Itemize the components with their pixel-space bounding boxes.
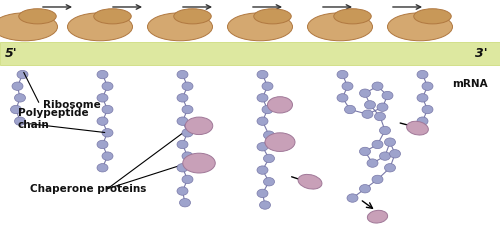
Ellipse shape	[264, 131, 274, 139]
Ellipse shape	[257, 189, 268, 198]
Ellipse shape	[298, 175, 322, 189]
Ellipse shape	[17, 70, 28, 79]
Ellipse shape	[337, 94, 348, 102]
Ellipse shape	[382, 91, 393, 100]
Ellipse shape	[380, 152, 390, 160]
Text: Ribosome: Ribosome	[42, 100, 100, 110]
Ellipse shape	[182, 82, 193, 90]
Ellipse shape	[228, 13, 292, 41]
Ellipse shape	[94, 9, 131, 24]
Ellipse shape	[388, 13, 452, 41]
Text: 3': 3'	[475, 47, 488, 60]
Ellipse shape	[257, 166, 268, 174]
Ellipse shape	[257, 117, 268, 125]
Ellipse shape	[97, 140, 108, 149]
Ellipse shape	[406, 121, 428, 135]
Text: Chaperone proteins: Chaperone proteins	[30, 184, 146, 194]
Ellipse shape	[264, 154, 274, 163]
Ellipse shape	[368, 210, 388, 223]
Ellipse shape	[257, 94, 268, 102]
Ellipse shape	[257, 143, 268, 151]
Ellipse shape	[14, 117, 26, 125]
Ellipse shape	[422, 82, 433, 90]
Ellipse shape	[377, 103, 388, 111]
Ellipse shape	[97, 164, 108, 172]
Ellipse shape	[14, 94, 26, 102]
Text: mRNA: mRNA	[452, 79, 488, 89]
Ellipse shape	[102, 82, 113, 90]
Ellipse shape	[174, 9, 211, 24]
Ellipse shape	[262, 105, 273, 114]
Ellipse shape	[148, 13, 212, 41]
Ellipse shape	[12, 82, 23, 90]
Ellipse shape	[177, 70, 188, 79]
Ellipse shape	[182, 129, 193, 137]
Ellipse shape	[182, 153, 215, 173]
Ellipse shape	[384, 164, 396, 172]
Ellipse shape	[360, 185, 370, 193]
Ellipse shape	[417, 70, 428, 79]
Ellipse shape	[102, 129, 113, 137]
Ellipse shape	[337, 70, 348, 79]
Ellipse shape	[260, 201, 270, 209]
Ellipse shape	[262, 82, 273, 90]
Text: Polypeptide
chain: Polypeptide chain	[18, 108, 88, 130]
Ellipse shape	[265, 133, 295, 151]
Ellipse shape	[177, 164, 188, 172]
Ellipse shape	[344, 105, 356, 114]
Ellipse shape	[10, 105, 22, 114]
Ellipse shape	[182, 105, 193, 114]
Ellipse shape	[362, 110, 373, 118]
Ellipse shape	[177, 187, 188, 195]
Ellipse shape	[347, 194, 358, 202]
Ellipse shape	[180, 199, 190, 207]
Ellipse shape	[102, 105, 113, 114]
Ellipse shape	[182, 152, 193, 160]
Ellipse shape	[19, 9, 57, 24]
Ellipse shape	[372, 140, 383, 149]
Ellipse shape	[254, 9, 291, 24]
Ellipse shape	[380, 126, 390, 135]
Ellipse shape	[0, 13, 58, 41]
Ellipse shape	[177, 117, 188, 125]
Ellipse shape	[68, 13, 132, 41]
Ellipse shape	[422, 105, 433, 114]
Ellipse shape	[185, 117, 213, 135]
Ellipse shape	[97, 70, 108, 79]
Ellipse shape	[417, 94, 428, 102]
Ellipse shape	[372, 82, 383, 90]
Ellipse shape	[384, 138, 396, 146]
Ellipse shape	[414, 9, 451, 24]
Ellipse shape	[177, 140, 188, 149]
Ellipse shape	[268, 97, 292, 113]
Ellipse shape	[360, 147, 370, 156]
Ellipse shape	[334, 9, 372, 24]
Ellipse shape	[102, 152, 113, 160]
Ellipse shape	[374, 112, 386, 121]
Ellipse shape	[364, 101, 376, 109]
Ellipse shape	[308, 13, 372, 41]
Ellipse shape	[367, 159, 378, 167]
Ellipse shape	[97, 117, 108, 125]
Ellipse shape	[372, 175, 383, 184]
Ellipse shape	[177, 94, 188, 102]
Ellipse shape	[417, 117, 428, 125]
Ellipse shape	[257, 70, 268, 79]
Bar	[0, 42, 500, 65]
Ellipse shape	[182, 175, 193, 184]
Ellipse shape	[390, 150, 400, 158]
Ellipse shape	[360, 89, 370, 97]
Ellipse shape	[97, 94, 108, 102]
Text: 5': 5'	[5, 47, 18, 60]
Ellipse shape	[342, 82, 353, 90]
Ellipse shape	[264, 178, 274, 186]
